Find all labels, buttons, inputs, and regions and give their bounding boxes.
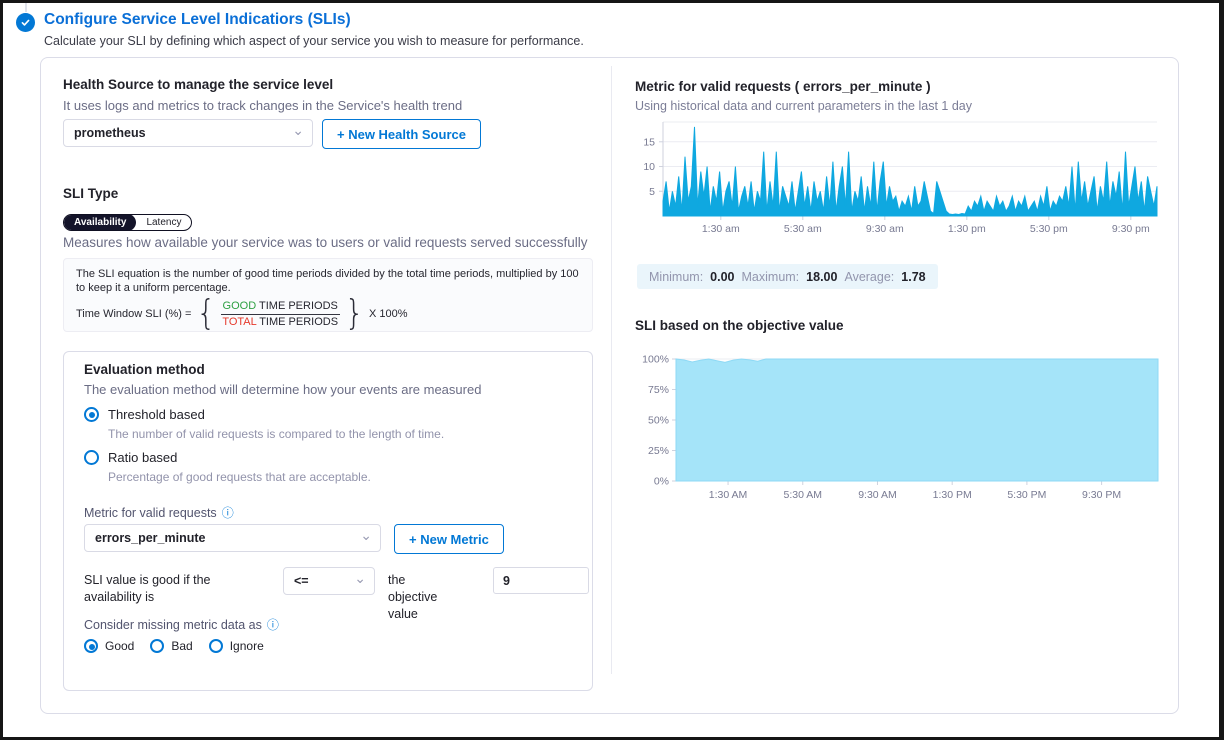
- svg-text:50%: 50%: [648, 415, 669, 427]
- column-divider: [611, 66, 612, 674]
- health-source-row: prometheus ⌄ + New Health Source: [63, 119, 481, 149]
- sli-objective-chart-heading: SLI based on the objective value: [635, 318, 844, 333]
- sli-equation-text: The SLI equation is the number of good t…: [76, 268, 579, 294]
- svg-text:100%: 100%: [642, 354, 669, 366]
- health-source-heading: Health Source to manage the service leve…: [63, 77, 334, 92]
- minimum-label: Minimum:: [649, 269, 704, 284]
- svg-text:5:30 PM: 5:30 PM: [1007, 489, 1046, 501]
- evaluation-method-subheading: The evaluation method will determine how…: [84, 382, 482, 397]
- threshold-based-label: Threshold based: [108, 407, 205, 422]
- sli-good-if-label: SLI value is good if the availability is: [84, 573, 211, 604]
- info-icon[interactable]: ⓘ: [221, 506, 234, 520]
- svg-text:1:30 AM: 1:30 AM: [709, 489, 748, 501]
- sli-type-toggle: Availability Latency: [63, 214, 193, 231]
- equation-fraction: GOOD TIME PERIODS TOTAL TIME PERIODS: [220, 299, 340, 328]
- health-source-subheading: It uses logs and metrics to track change…: [63, 98, 463, 113]
- sli-type-availability-option[interactable]: Availability: [64, 215, 137, 230]
- missing-bad-radio[interactable]: [150, 639, 165, 653]
- equation-suffix: X 100%: [368, 308, 408, 320]
- step-complete-check-icon: [16, 13, 35, 32]
- sli-objective-row: SLI value is good if the availability is…: [84, 567, 589, 623]
- metric-chart-subheading: Using historical data and current parame…: [635, 99, 972, 113]
- total-time-periods-label: TOTAL: [222, 315, 257, 328]
- metric-select[interactable]: errors_per_minute ⌄: [84, 524, 381, 552]
- evaluation-method-box: Evaluation method The evaluation method …: [63, 351, 593, 691]
- page-title: Configure Service Level Indicatiors (SLI…: [44, 11, 351, 28]
- metric-stats-badge: Minimum: 0.00 Maximum: 18.00 Average: 1.…: [637, 264, 938, 289]
- svg-text:9:30 AM: 9:30 AM: [858, 489, 897, 501]
- missing-data-options: Good Bad Ignore: [84, 639, 264, 653]
- maximum-label: Maximum:: [741, 269, 800, 284]
- new-health-source-button[interactable]: + New Health Source: [322, 119, 481, 149]
- missing-ignore-radio[interactable]: [208, 639, 223, 653]
- svg-text:0%: 0%: [654, 476, 669, 488]
- average-value: 1.78: [901, 269, 926, 284]
- svg-text:5: 5: [649, 186, 655, 198]
- objective-value-label: the objective value: [388, 573, 438, 621]
- sli-type-latency-option[interactable]: Latency: [146, 217, 182, 228]
- svg-text:1:30 am: 1:30 am: [702, 223, 740, 235]
- errors_per_minute-series-area: [662, 126, 1158, 217]
- maximum-value: 18.00: [806, 269, 838, 284]
- minimum-value: 0.00: [710, 269, 735, 284]
- missing-good-option[interactable]: Good: [84, 639, 134, 653]
- sli-type-heading: SLI Type: [63, 186, 119, 201]
- good-time-periods-label: GOOD: [222, 299, 257, 312]
- new-metric-button[interactable]: + New Metric: [394, 524, 504, 554]
- info-icon[interactable]: ⓘ: [266, 618, 279, 632]
- health-source-select-value: prometheus: [74, 126, 146, 140]
- svg-text:75%: 75%: [648, 384, 669, 396]
- chevron-down-icon: ⌄: [292, 122, 304, 138]
- svg-text:1:30 PM: 1:30 PM: [933, 489, 972, 501]
- chevron-down-icon: ⌄: [354, 570, 366, 586]
- metric-select-value: errors_per_minute: [95, 531, 206, 545]
- sli-config-panel: Health Source to manage the service leve…: [40, 57, 1179, 714]
- brace-right: }: [344, 293, 364, 334]
- svg-text:5:30 pm: 5:30 pm: [1030, 223, 1068, 235]
- svg-text:25%: 25%: [648, 445, 669, 457]
- threshold-based-option[interactable]: Threshold based: [84, 407, 205, 422]
- sli-type-description: Measures how available your service was …: [63, 235, 588, 250]
- sli-equation-formula: Time Window SLI (%) = { GOOD TIME PERIOD…: [76, 293, 580, 334]
- average-label: Average:: [844, 269, 895, 284]
- metric-chart-heading: Metric for valid requests ( errors_per_m…: [635, 79, 931, 94]
- threshold-based-radio[interactable]: [84, 407, 99, 422]
- svg-text:9:30 PM: 9:30 PM: [1082, 489, 1121, 501]
- sli-objective-chart: 0% 25% 50% 75% 100% 1:30 AM 5:30 AM 9:30 AM 1:30…: [642, 354, 1159, 501]
- health-source-select[interactable]: prometheus ⌄: [63, 119, 313, 147]
- missing-good-radio[interactable]: [84, 639, 98, 653]
- ratio-based-option[interactable]: Ratio based: [84, 450, 177, 465]
- ratio-based-radio[interactable]: [84, 450, 99, 465]
- metric-for-valid-requests-label: Metric for valid requests ⓘ: [84, 505, 234, 521]
- missing-metric-data-label: Consider missing metric data as ⓘ: [84, 617, 279, 633]
- sli_percentage-series-area: [675, 358, 1159, 482]
- operator-select-value: <=: [294, 574, 309, 588]
- brace-left: {: [196, 293, 216, 334]
- threshold-based-description: The number of valid requests is compared…: [108, 427, 445, 441]
- svg-text:10: 10: [643, 161, 655, 173]
- stepper-connector-line: [25, 3, 27, 12]
- sli-equation-box: The SLI equation is the number of good t…: [63, 258, 593, 332]
- svg-text:9:30 pm: 9:30 pm: [1112, 223, 1150, 235]
- metric-timeseries-chart: 5 10 15 1:30 am 5:30 am 9:30 am 1:30 pm 5:30 pm…: [643, 121, 1158, 235]
- page-subtitle: Calculate your SLI by defining which asp…: [44, 34, 584, 48]
- svg-text:9:30 am: 9:30 am: [866, 223, 904, 235]
- missing-ignore-option[interactable]: Ignore: [208, 639, 264, 653]
- svg-text:5:30 am: 5:30 am: [784, 223, 822, 235]
- svg-text:15: 15: [643, 136, 655, 148]
- ratio-based-description: Percentage of good requests that are acc…: [108, 470, 371, 484]
- ratio-based-label: Ratio based: [108, 450, 178, 465]
- evaluation-method-heading: Evaluation method: [84, 362, 205, 377]
- objective-value-input[interactable]: [493, 567, 589, 594]
- missing-bad-option[interactable]: Bad: [150, 639, 193, 653]
- svg-text:5:30 AM: 5:30 AM: [784, 489, 823, 501]
- equation-prefix: Time Window SLI (%) =: [76, 308, 192, 320]
- metric-row: errors_per_minute ⌄ + New Metric: [84, 524, 504, 554]
- chevron-down-icon: ⌄: [360, 527, 372, 543]
- svg-text:1:30 pm: 1:30 pm: [948, 223, 986, 235]
- operator-select[interactable]: <= ⌄: [283, 567, 375, 595]
